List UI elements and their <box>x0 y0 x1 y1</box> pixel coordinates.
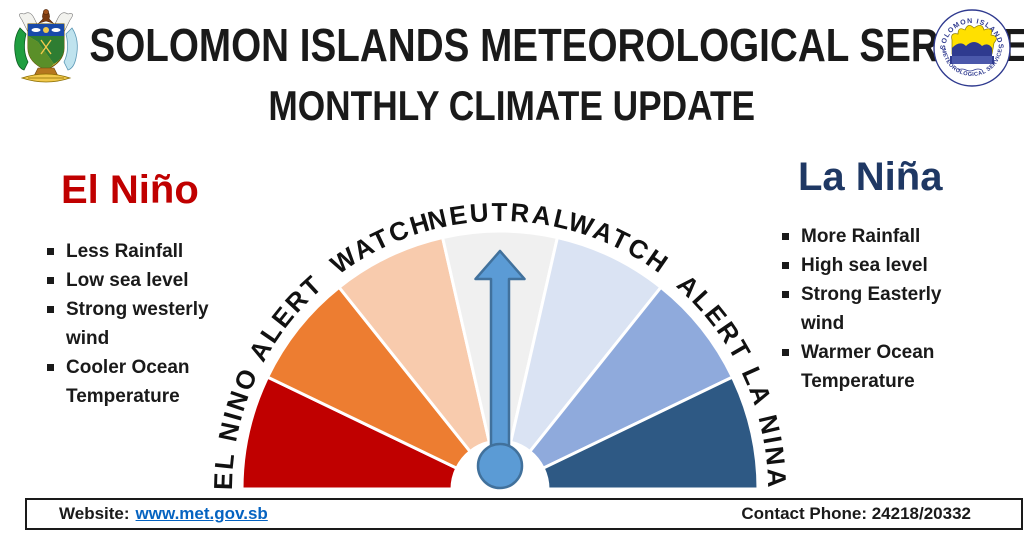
website-label: Website: <box>59 504 130 523</box>
el-nino-list: Less Rainfall Low sea level Strong weste… <box>45 237 260 411</box>
gauge-needle-hub <box>476 442 524 490</box>
bullet-icon <box>782 291 789 298</box>
bullet-icon <box>47 248 54 255</box>
gauge-segment-la-nina-6 <box>541 375 760 491</box>
gauge-segment-el-nino-0 <box>240 375 459 491</box>
list-item: High sea level <box>780 251 1005 280</box>
bullet-icon <box>782 233 789 240</box>
gauge-segment-watch-2 <box>336 235 492 454</box>
website-link[interactable]: www.met.gov.sb <box>135 504 268 523</box>
el-nino-panel: El Niño Less Rainfall Low sea level Stro… <box>45 168 260 411</box>
bullet-icon <box>47 364 54 371</box>
gauge-segment-alert-5 <box>527 285 735 471</box>
page-title: SOLOMON ISLANDS METEOROLOGICAL SERVICE <box>89 19 1024 71</box>
solomon-islands-coat-of-arms-icon <box>8 6 84 95</box>
list-item: Warmer Ocean Temperature <box>780 338 1005 396</box>
la-nina-list: More Rainfall High sea level Strong East… <box>780 222 1005 396</box>
list-item: Low sea level <box>45 266 260 295</box>
list-item: Less Rainfall <box>45 237 260 266</box>
la-nina-panel: La Niña More Rainfall High sea level Str… <box>780 155 1005 396</box>
met-service-seal-icon: SOLOMON ISLANDS METEOROLOGICAL SERVICE <box>930 6 1012 93</box>
list-item: Strong westerly wind <box>45 295 260 353</box>
list-item: Cooler Ocean Temperature <box>45 353 260 411</box>
footer-bar: Website: www.met.gov.sb Contact Phone: 24… <box>25 498 1023 530</box>
gauge-segment-watch-4 <box>508 235 664 454</box>
bullet-icon <box>782 349 789 356</box>
footer-contact: Contact Phone: 24218/20332 <box>741 504 971 523</box>
bullet-icon <box>47 277 54 284</box>
page-subtitle: MONTHLY CLIMATE UPDATE <box>268 82 756 129</box>
la-nina-heading: La Niña <box>798 155 943 199</box>
list-item: Strong Easterly wind <box>780 280 1005 338</box>
footer-website: Website: www.met.gov.sb <box>59 504 268 524</box>
el-nino-heading: El Niño <box>61 168 199 212</box>
gauge-segment-alert-1 <box>265 285 473 471</box>
bullet-icon <box>47 306 54 313</box>
list-item: More Rainfall <box>780 222 1005 251</box>
bullet-icon <box>782 262 789 269</box>
